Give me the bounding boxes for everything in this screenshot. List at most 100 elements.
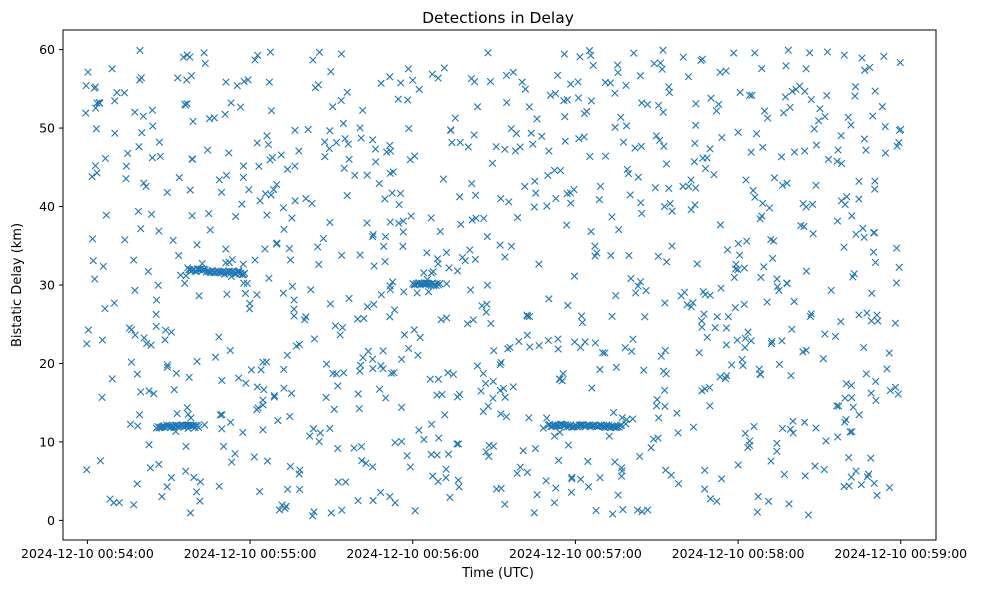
detection-point (833, 217, 842, 225)
detection-point (580, 133, 588, 141)
detection-point (194, 423, 203, 432)
detection-point (560, 50, 569, 58)
detection-point (712, 107, 721, 115)
detection-point (461, 257, 469, 265)
detection-point (98, 336, 107, 344)
detection-point (244, 76, 252, 84)
detection-point (730, 273, 739, 282)
detection-point (636, 278, 645, 286)
detection-point (626, 191, 634, 199)
detection-point (239, 260, 247, 268)
detection-point (621, 343, 629, 352)
detection-point (751, 193, 759, 201)
detection-point (871, 177, 879, 185)
detection-point (823, 48, 832, 56)
detection-point (227, 99, 235, 107)
detection-point (504, 345, 512, 353)
detection-point (470, 77, 479, 86)
detection-point (607, 251, 615, 260)
detection-point (479, 407, 488, 416)
detection-point (404, 344, 413, 353)
detection-point (768, 254, 777, 263)
detection-point (518, 78, 526, 86)
detection-point (497, 358, 505, 367)
detection-point (486, 77, 495, 86)
detection-point (608, 213, 616, 221)
detection-point (130, 501, 138, 509)
detection-point (310, 335, 319, 343)
detection-point (754, 492, 762, 501)
x-tick-label: 2024-12-10 00:56:00 (346, 546, 479, 561)
detection-point (357, 134, 365, 142)
detection-point (637, 198, 645, 207)
detection-point (523, 331, 531, 339)
detection-point (695, 348, 703, 357)
detection-point (442, 280, 451, 288)
detection-point (651, 183, 660, 192)
detection-point (633, 506, 642, 514)
detection-point (397, 403, 406, 412)
detection-point (216, 411, 225, 419)
detection-point (683, 301, 691, 309)
detection-point (96, 457, 105, 465)
detection-point (601, 349, 609, 357)
detection-point (497, 484, 505, 492)
detection-point (259, 396, 267, 404)
detection-point (844, 113, 852, 122)
x-tick-label: 2024-12-10 00:55:00 (184, 546, 317, 561)
detection-point (808, 200, 817, 209)
detection-point (689, 298, 697, 307)
detection-point (150, 389, 158, 398)
detection-point (804, 511, 813, 519)
detection-point (291, 197, 299, 205)
detection-point (436, 279, 444, 288)
detection-point (315, 437, 323, 446)
detection-point (847, 381, 856, 390)
detection-point (668, 242, 676, 250)
detection-point (740, 264, 749, 272)
y-axis-label: Bistatic Delay (km) (10, 223, 25, 347)
detection-point (139, 112, 147, 120)
detection-point (732, 260, 740, 268)
detection-point (507, 242, 516, 251)
detection-point (546, 91, 555, 99)
detection-point (427, 214, 435, 222)
detection-point (95, 98, 103, 107)
detection-point (415, 85, 423, 94)
detection-point (867, 454, 875, 462)
detection-point (405, 124, 413, 133)
detection-point (286, 412, 294, 421)
y-axis-ticks: 0 10 20 30 40 50 60 (39, 42, 63, 528)
detection-point (218, 411, 226, 419)
detection-point (840, 243, 848, 251)
detection-point (666, 199, 674, 208)
detection-point (706, 495, 715, 503)
detection-point (561, 137, 569, 145)
detection-point (881, 149, 890, 157)
detection-point (283, 165, 292, 173)
detection-point (842, 415, 850, 424)
detection-point (722, 67, 730, 75)
detection-point (279, 204, 288, 212)
detection-point (612, 291, 620, 300)
detection-point (206, 226, 214, 234)
detection-point (862, 370, 871, 378)
x-axis-ticks: 2024-12-10 00:54:00 2024-12-10 00:55:00 20… (21, 540, 967, 561)
detection-point (122, 162, 131, 170)
detection-point (185, 373, 193, 382)
detection-point (878, 102, 887, 111)
detection-point (819, 354, 828, 363)
detection-point (824, 155, 833, 164)
detection-point (140, 334, 148, 342)
detection-point (501, 500, 509, 508)
detection-point (731, 304, 740, 312)
detection-point (381, 257, 389, 266)
detection-point (690, 157, 699, 166)
detection-point (734, 461, 742, 469)
detection-point (501, 145, 509, 153)
detection-point (253, 51, 262, 60)
detection-point (596, 474, 604, 482)
detection-point (137, 73, 146, 82)
detection-point (862, 146, 870, 154)
detection-point (570, 272, 579, 280)
